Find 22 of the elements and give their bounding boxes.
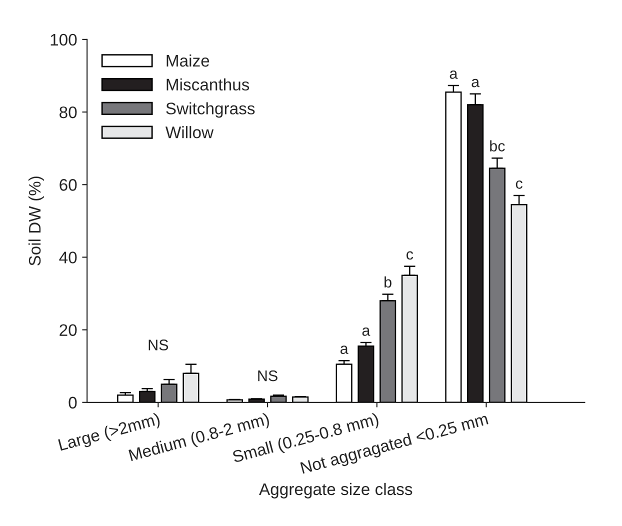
legend-label: Switchgrass xyxy=(166,102,255,118)
annotation: b xyxy=(384,276,392,288)
y-tick-label: 0 xyxy=(68,396,77,409)
annotation: c xyxy=(406,251,414,260)
y-tick-label: 80 xyxy=(60,106,77,118)
y-axis-title: Soil DW (%) xyxy=(28,176,44,266)
y-tick-label: 100 xyxy=(50,34,77,46)
annotation: a xyxy=(340,346,348,354)
y-tick-label: 40 xyxy=(59,252,77,264)
y-tick-label: 20 xyxy=(60,324,77,336)
annotation: c xyxy=(516,180,522,189)
legend-label: Miscanthus xyxy=(166,78,250,91)
legend-label: Willow xyxy=(165,126,214,138)
annotation: a xyxy=(472,78,480,88)
annotation: a xyxy=(362,327,370,336)
y-tick-label: 60 xyxy=(60,179,77,191)
x-axis-title: Aggregate size class xyxy=(259,482,412,498)
legend-label: Maize xyxy=(166,54,210,67)
annotation: NS xyxy=(258,370,278,382)
annotation: bc xyxy=(490,140,505,152)
annotation: NS xyxy=(148,340,168,350)
annotation: a xyxy=(450,70,458,79)
